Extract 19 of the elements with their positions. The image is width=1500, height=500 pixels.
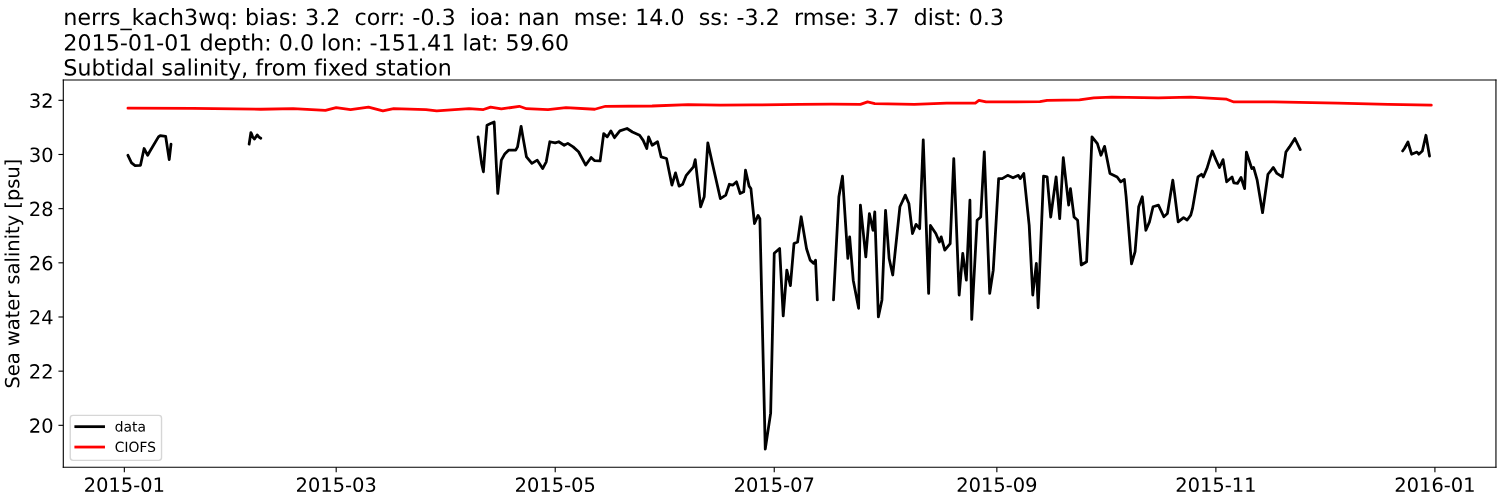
y-tick-label: 32 bbox=[30, 93, 52, 108]
legend-label: data bbox=[115, 420, 145, 432]
y-tick-label: 20 bbox=[30, 418, 53, 433]
y-tick-label: 22 bbox=[30, 364, 52, 379]
x-tick-label: 2015-09 bbox=[957, 477, 1037, 493]
y-tick-label: 30 bbox=[30, 147, 53, 163]
y-axis-title: Sea water salinity [psu] bbox=[4, 160, 24, 388]
y-tick-label: 26 bbox=[30, 255, 53, 271]
y-tick-label: 28 bbox=[30, 201, 53, 217]
chart-title: nerrs_kach3wq: bias: 3.2 corr: -0.3 ioa: nan mse: 14.0 ss: -3.2 rmse: 3.7 dist: 0.3 2015-01-01 depth: 0.0 lon: -151.41 lat: 59.60 Subtidal salinity, from fixed station bbox=[64, 8, 1003, 80]
x-tick-label: 2015-01 bbox=[85, 477, 164, 493]
x-tick-label: 2015-11 bbox=[1176, 477, 1255, 493]
legend-label: CIOFS bbox=[115, 441, 156, 453]
x-tick-label: 2015-07 bbox=[735, 477, 814, 493]
line-series bbox=[126, 95, 1433, 113]
x-tick-label: 2016-01 bbox=[1395, 477, 1474, 493]
x-tick-label: 2015-03 bbox=[296, 477, 376, 493]
y-tick-label: 24 bbox=[30, 309, 53, 325]
x-tick-label: 2015-05 bbox=[516, 477, 595, 493]
